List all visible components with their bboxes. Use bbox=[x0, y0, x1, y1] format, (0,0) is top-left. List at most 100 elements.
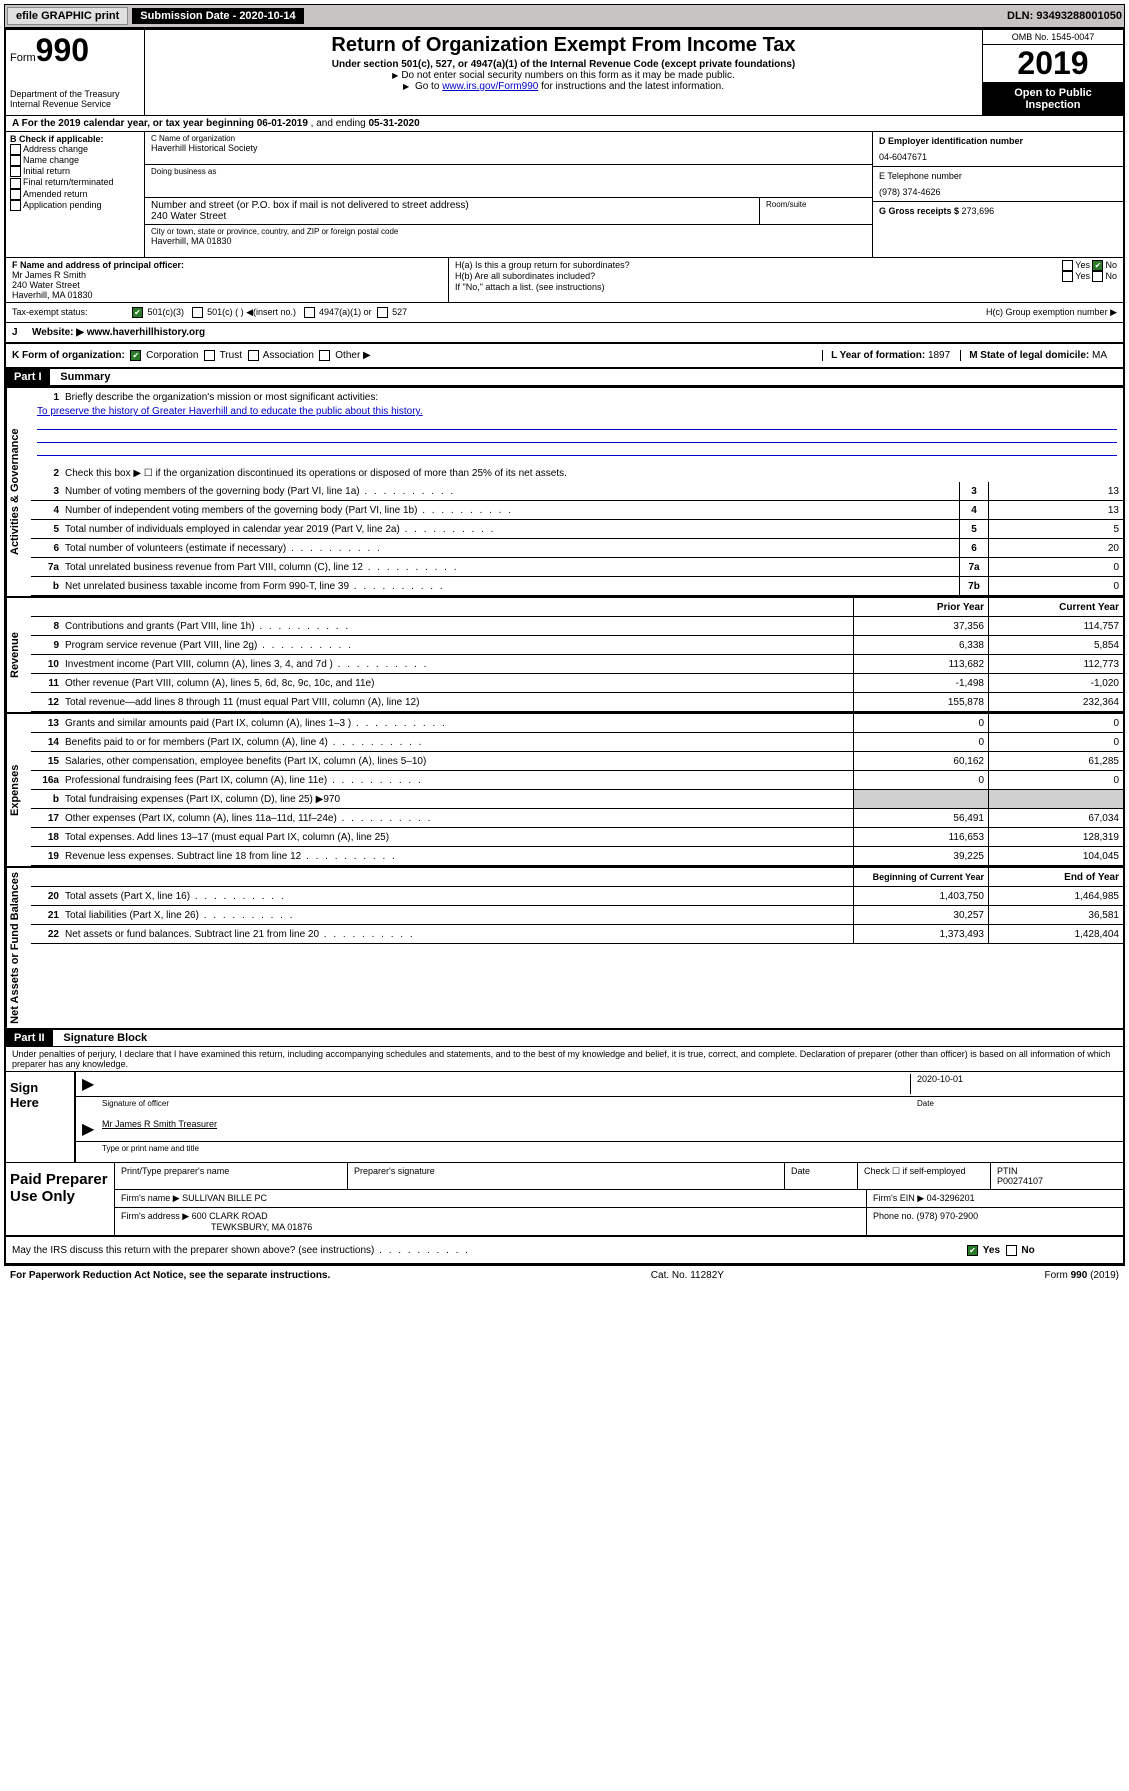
c21: 36,581 bbox=[988, 906, 1123, 924]
omb-number: OMB No. 1545-0047 bbox=[983, 30, 1123, 45]
side-net: Net Assets or Fund Balances bbox=[6, 868, 31, 1028]
k-other[interactable] bbox=[319, 350, 330, 361]
c15: 61,285 bbox=[988, 752, 1123, 770]
right-col: D Employer identification number 04-6047… bbox=[872, 132, 1123, 257]
p18: 116,653 bbox=[853, 828, 988, 846]
dln: DLN: 93493288001050 bbox=[1007, 10, 1122, 22]
paid-preparer: Paid Preparer Use Only bbox=[6, 1163, 115, 1235]
tax-exempt-row: Tax-exempt status: 501(c)(3) 501(c) ( ) … bbox=[6, 303, 1123, 323]
website-row: J Website: ▶ www.haverhillhistory.org bbox=[6, 323, 1123, 344]
p12: 155,878 bbox=[853, 693, 988, 711]
p20: 1,403,750 bbox=[853, 887, 988, 905]
ptin: P00274107 bbox=[997, 1176, 1117, 1186]
org-name: Haverhill Historical Society bbox=[151, 143, 866, 153]
p8: 37,356 bbox=[853, 617, 988, 635]
v5: 5 bbox=[988, 520, 1123, 538]
p9: 6,338 bbox=[853, 636, 988, 654]
c11: -1,020 bbox=[988, 674, 1123, 692]
p14: 0 bbox=[853, 733, 988, 751]
v4: 13 bbox=[988, 501, 1123, 519]
side-expenses: Expenses bbox=[6, 714, 31, 866]
firm-ein: 04-3296201 bbox=[927, 1193, 975, 1203]
p17: 56,491 bbox=[853, 809, 988, 827]
box-hc: H(c) Group exemption number ▶ bbox=[966, 307, 1117, 318]
v3: 13 bbox=[988, 482, 1123, 500]
box-l: L Year of formation: 1897 bbox=[822, 350, 960, 361]
form-id-box: Form990 Department of the Treasury Inter… bbox=[6, 30, 145, 115]
c22: 1,428,404 bbox=[988, 925, 1123, 943]
officer-name: Mr James R Smith Treasurer bbox=[102, 1119, 1117, 1139]
c9: 5,854 bbox=[988, 636, 1123, 654]
p13: 0 bbox=[853, 714, 988, 732]
box-d: D Employer identification number 04-6047… bbox=[873, 132, 1123, 167]
dept-treasury: Department of the Treasury Internal Reve… bbox=[10, 89, 140, 109]
header-title-box: Return of Organization Exempt From Incom… bbox=[145, 30, 982, 115]
irs-link[interactable]: www.irs.gov/Form990 bbox=[442, 81, 538, 92]
top-bar: efile GRAPHIC print Submission Date - 20… bbox=[4, 4, 1125, 28]
discuss-no[interactable] bbox=[1006, 1245, 1017, 1256]
submission-date: Submission Date - 2020-10-14 bbox=[132, 8, 303, 24]
box-h: H(a) Is this a group return for subordin… bbox=[449, 258, 1123, 302]
p11: -1,498 bbox=[853, 674, 988, 692]
box-m: M State of legal domicile: MA bbox=[960, 350, 1117, 361]
v7aابع: 0 bbox=[988, 558, 1123, 576]
part2-header: Part II Signature Block bbox=[6, 1028, 1123, 1047]
c20: 1,464,985 bbox=[988, 887, 1123, 905]
c17: 67,034 bbox=[988, 809, 1123, 827]
sign-here: Sign Here bbox=[6, 1072, 76, 1162]
k-row: K Form of organization: Corporation Trus… bbox=[6, 344, 1123, 369]
c10: 112,773 bbox=[988, 655, 1123, 673]
k-trust[interactable] bbox=[204, 350, 215, 361]
box-g: G Gross receipts $ 273,696 bbox=[873, 202, 1123, 220]
check-amended[interactable] bbox=[10, 189, 21, 200]
form-title: Return of Organization Exempt From Incom… bbox=[149, 34, 978, 57]
form-container: Form990 Department of the Treasury Inter… bbox=[4, 28, 1125, 1266]
mission: To preserve the history of Greater Haver… bbox=[31, 406, 1123, 417]
firm-addr: 600 CLARK ROAD bbox=[192, 1211, 268, 1221]
p16a: 0 bbox=[853, 771, 988, 789]
part1-header: Part I Summary bbox=[6, 369, 1123, 386]
check-4947[interactable] bbox=[304, 307, 315, 318]
p21: 30,257 bbox=[853, 906, 988, 924]
c12: 232,364 bbox=[988, 693, 1123, 711]
org-address: 240 Water Street bbox=[151, 211, 753, 222]
c16a: 0 bbox=[988, 771, 1123, 789]
ha-no[interactable] bbox=[1092, 260, 1103, 271]
header-sub2: Do not enter social security numbers on … bbox=[149, 70, 978, 81]
c8: 114,757 bbox=[988, 617, 1123, 635]
box-b: B Check if applicable: Address change Na… bbox=[6, 132, 145, 257]
check-addr-change[interactable] bbox=[10, 144, 21, 155]
ha-yes[interactable] bbox=[1062, 260, 1073, 271]
hb-yes[interactable] bbox=[1062, 271, 1073, 282]
k-corp[interactable] bbox=[130, 350, 141, 361]
v6: 20 bbox=[988, 539, 1123, 557]
k-assoc[interactable] bbox=[248, 350, 259, 361]
tax-year: 2019 bbox=[983, 45, 1123, 83]
firm-name: SULLIVAN BILLE PC bbox=[182, 1193, 267, 1203]
period-row: A For the 2019 calendar year, or tax yea… bbox=[6, 116, 1123, 132]
open-public-badge: Open to Public Inspection bbox=[983, 83, 1123, 115]
check-final[interactable] bbox=[10, 178, 21, 189]
hb-no[interactable] bbox=[1092, 271, 1103, 282]
header-sub1: Under section 501(c), 527, or 4947(a)(1)… bbox=[149, 59, 978, 70]
c18: 128,319 bbox=[988, 828, 1123, 846]
org-city: Haverhill, MA 01830 bbox=[151, 236, 866, 246]
p10: 113,682 bbox=[853, 655, 988, 673]
p15: 60,162 bbox=[853, 752, 988, 770]
discuss-yes[interactable] bbox=[967, 1245, 978, 1256]
efile-button[interactable]: efile GRAPHIC print bbox=[7, 7, 128, 25]
check-app-pending[interactable] bbox=[10, 200, 21, 211]
header-right-box: OMB No. 1545-0047 2019 Open to Public In… bbox=[982, 30, 1123, 115]
check-501c[interactable] bbox=[192, 307, 203, 318]
check-initial[interactable] bbox=[10, 166, 21, 177]
c13: 0 bbox=[988, 714, 1123, 732]
check-527[interactable] bbox=[377, 307, 388, 318]
check-name-change[interactable] bbox=[10, 155, 21, 166]
c14: 0 bbox=[988, 733, 1123, 751]
p22: 1,373,493 bbox=[853, 925, 988, 943]
footer: For Paperwork Reduction Act Notice, see … bbox=[4, 1266, 1125, 1285]
website[interactable]: www.haverhillhistory.org bbox=[87, 327, 205, 338]
firm-phone: (978) 970-2900 bbox=[917, 1211, 979, 1221]
check-501c3[interactable] bbox=[132, 307, 143, 318]
c19: 104,045 bbox=[988, 847, 1123, 865]
